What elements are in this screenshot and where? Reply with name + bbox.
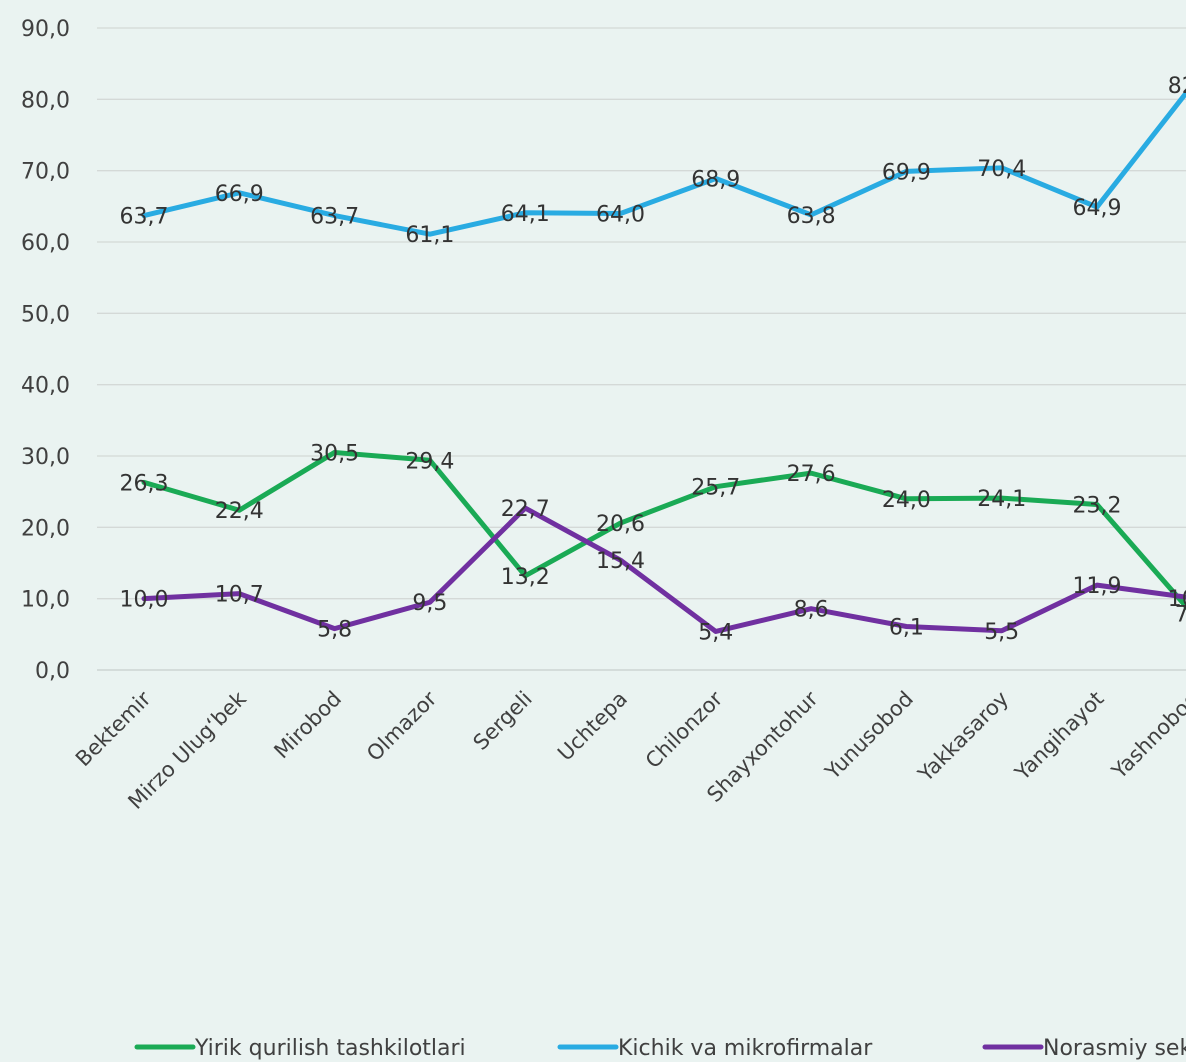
data-label: 24,1 [977,487,1026,512]
legend-label: Norasmiy sek [1043,1036,1186,1061]
x-tick-label: Yashnobod [1106,687,1186,784]
data-label: 5,8 [317,618,352,643]
data-label: 70,4 [977,157,1026,182]
x-tick-label: Uchtepa [553,687,632,766]
data-label: 26,3 [120,471,169,496]
x-tick-label: Yakkasaroy [913,687,1013,787]
data-label: 64,9 [1073,196,1122,221]
y-tick-label: 90,0 [21,17,70,42]
data-label: 23,2 [1073,494,1122,519]
data-label: 66,9 [215,182,264,207]
legend-label: Yirik qurilish tashkilotlari [194,1036,466,1061]
data-label: 25,7 [691,476,740,501]
data-label: 63,7 [310,205,359,230]
data-label: 64,0 [596,202,645,227]
data-label: 27,6 [787,462,836,487]
data-label: 11,9 [1073,574,1122,599]
data-label: 5,5 [984,620,1019,645]
data-label: 30,5 [310,441,359,466]
y-tick-label: 60,0 [21,231,70,256]
series-lines [141,89,1186,634]
data-label: 22,4 [215,499,264,524]
y-tick-label: 10,0 [21,588,70,613]
data-label: 10,1 [1168,587,1186,612]
y-axis-tick-labels: 0,0 10,0 20,0 30,0 40,0 50,0 60,0 70,0 80,0 90,0 [21,17,70,684]
x-tick-label: Sergeli [469,687,537,755]
y-tick-label: 80,0 [21,88,70,113]
data-label: 10,7 [215,583,264,608]
data-label: 61,1 [405,223,454,248]
y-tick-label: 70,0 [21,160,70,185]
data-label: 22,7 [501,497,550,522]
y-tick-label: 20,0 [21,516,70,541]
x-tick-label: Bektemir [71,686,156,771]
data-label: 8,6 [794,598,829,623]
data-labels: 26,3 22,4 30,5 29,4 13,2 20,6 25,7 27,6 24,0 24,1… [120,74,1186,645]
x-tick-label: Yangihayot [1010,687,1109,786]
data-label: 7,9 [1175,603,1186,628]
data-label: 9,5 [412,591,447,616]
x-tick-label: Yunusobod [820,687,918,785]
y-tick-label: 40,0 [21,374,70,399]
x-tick-label: Olmazor [362,686,442,766]
y-tick-label: 0,0 [35,659,70,684]
legend-label: Kichik va mikrofirmalar [618,1036,873,1061]
data-label: 24,0 [882,488,931,513]
data-label: 69,9 [882,160,931,185]
data-label: 15,4 [596,549,645,574]
series-line [141,449,1186,611]
legend: Yirik qurilish tashkilotlari Kichik va mi… [134,1036,1186,1061]
data-label: 10,0 [120,588,169,613]
data-label: 29,4 [405,449,454,474]
x-tick-label: Mirobod [269,687,346,764]
data-label: 5,4 [698,620,733,645]
x-tick-label: Chilonzor [641,686,728,773]
series-line [141,505,1186,634]
data-label: 6,1 [889,615,924,640]
series-line [141,89,1186,237]
data-label: 68,9 [691,168,740,193]
y-tick-label: 30,0 [21,445,70,470]
gridlines [97,27,1186,671]
data-label: 82,0 [1168,74,1186,99]
data-label: 20,6 [596,512,645,537]
data-label: 13,2 [501,565,550,590]
data-label: 63,8 [787,204,836,229]
data-label: 64,1 [501,202,550,227]
y-tick-label: 50,0 [21,302,70,327]
data-label: 63,7 [120,205,169,230]
